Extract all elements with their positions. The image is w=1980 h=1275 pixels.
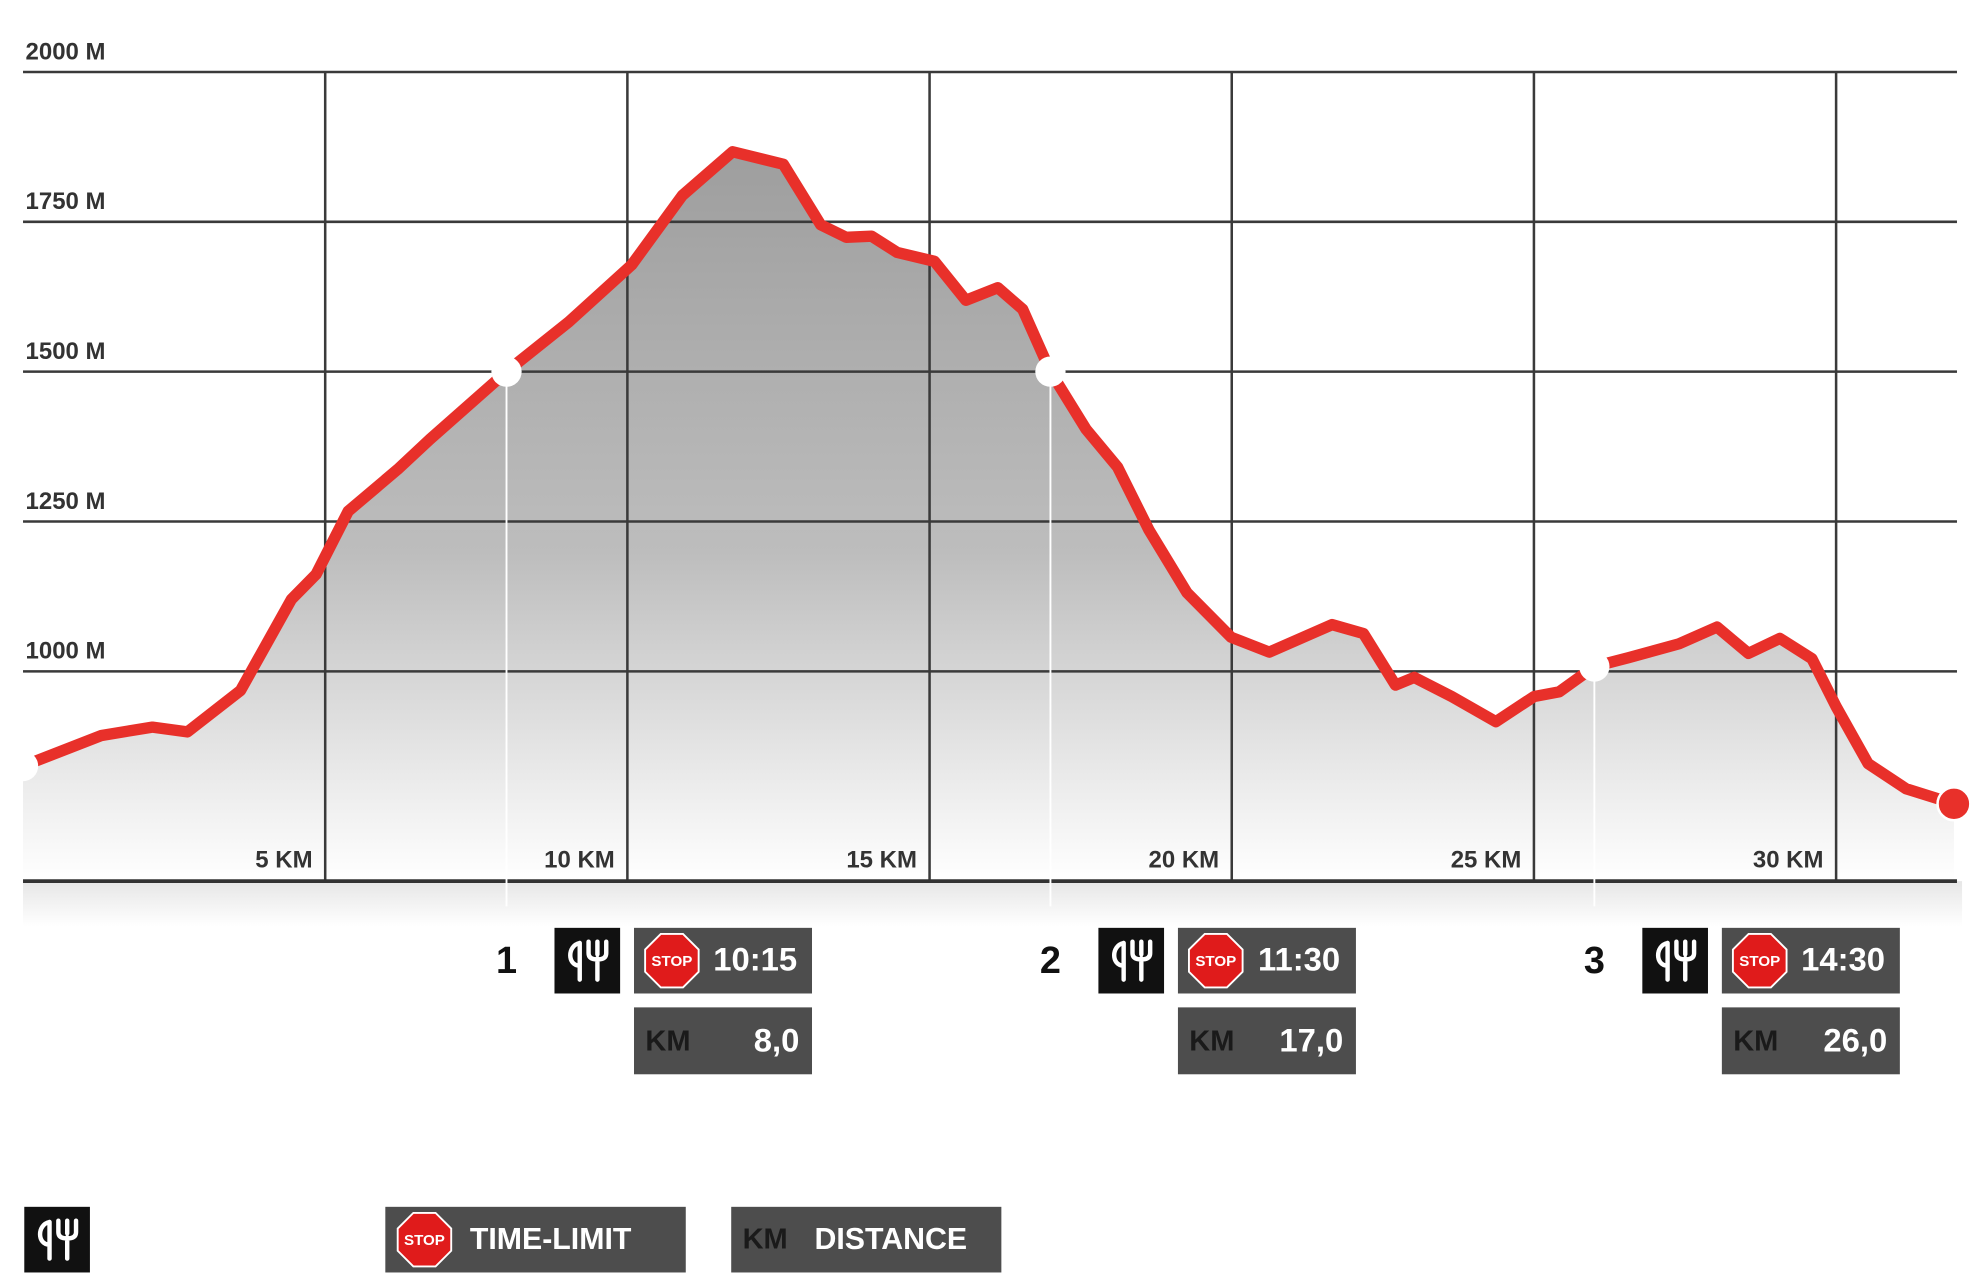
food-icon-glyph <box>1655 939 1697 982</box>
x-tick-label: 20 KM <box>1149 846 1220 873</box>
station-number: 2 <box>1040 940 1061 982</box>
x-tick-label: 30 KM <box>1753 846 1824 873</box>
end-dot <box>1936 786 1972 822</box>
food-icon <box>1642 927 1708 994</box>
stop-sign <box>1188 932 1244 989</box>
food-icon-glyph <box>568 939 609 982</box>
km-unit: KM <box>1189 1025 1234 1057</box>
km-value: 26,0 <box>1823 1021 1887 1058</box>
time-label: 14:30 <box>1801 941 1885 978</box>
y-tick-label: 1250 M <box>26 488 106 515</box>
stop-sign <box>644 932 700 989</box>
fork <box>586 939 609 982</box>
time-label: 11:30 <box>1258 941 1340 978</box>
station-dot <box>1579 651 1610 682</box>
km-value: 17,0 <box>1279 1021 1343 1058</box>
y-tick-label: 1000 M <box>26 638 106 665</box>
knife <box>1112 940 1126 982</box>
food-icon-glyph <box>1112 939 1153 982</box>
stop-label: STOP <box>404 1232 445 1249</box>
station-number: 1 <box>496 940 517 982</box>
y-tick-label: 2000 M <box>26 38 106 65</box>
x-tick-label: 5 KM <box>255 846 312 873</box>
knife <box>1655 940 1670 982</box>
station-dot <box>1035 356 1066 387</box>
legend-label: DISTANCE <box>815 1223 968 1256</box>
x-tick-label: 15 KM <box>846 846 917 873</box>
food-icon-glyph <box>37 1218 79 1261</box>
food-icon <box>24 1206 90 1273</box>
y-tick-label: 1500 M <box>26 338 106 365</box>
food-icon <box>1098 927 1165 994</box>
km-box <box>1721 1007 1900 1075</box>
fork <box>1130 939 1153 982</box>
elevation-line <box>17 146 1960 810</box>
food-icon <box>554 927 621 994</box>
km-unit: KM <box>645 1025 690 1057</box>
x-tick-label: 10 KM <box>544 846 615 873</box>
km-box <box>1177 1007 1356 1075</box>
time-label: 10:15 <box>713 941 797 978</box>
km-box <box>634 1007 813 1075</box>
legend-label: TIME-LIMIT <box>470 1223 632 1256</box>
stop-sign <box>396 1211 453 1268</box>
legend-km-box <box>731 1206 1002 1273</box>
legend-km: KM <box>743 1224 788 1256</box>
stop-label: STOP <box>1739 953 1780 970</box>
station-number: 3 <box>1584 940 1605 982</box>
station-dot <box>491 356 522 387</box>
stop-sign <box>1731 932 1788 989</box>
stop-label: STOP <box>651 953 692 970</box>
fork <box>1674 939 1697 982</box>
elevation-area <box>23 151 1954 882</box>
knife <box>37 1219 52 1261</box>
fork <box>56 1218 79 1261</box>
axis-shadow <box>23 881 1963 927</box>
x-tick-label: 25 KM <box>1451 846 1522 873</box>
start-dot <box>7 750 39 782</box>
km-value: 8,0 <box>754 1021 800 1058</box>
y-tick-label: 1750 M <box>26 188 106 215</box>
knife <box>568 940 582 982</box>
stop-label: STOP <box>1195 953 1236 970</box>
km-unit: KM <box>1733 1025 1778 1057</box>
